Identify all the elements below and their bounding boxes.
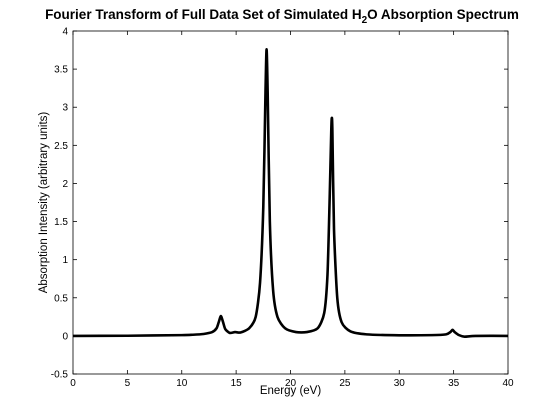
x-tick-label: 15: [231, 378, 243, 389]
y-tick-label: 3: [62, 103, 68, 114]
y-tick-label: 1.5: [54, 217, 68, 228]
chart-title-suffix: O Absorption Spectrum: [367, 7, 519, 22]
y-tick-label: 0.5: [54, 293, 68, 304]
y-tick-label: 1: [62, 255, 68, 266]
chart-title-prefix: Fourier Transform of Full Data Set of Si…: [45, 7, 362, 22]
y-axis-ticks: -0.5 0 0.5 1 1.5 2 2.5 3 3.5 4: [51, 27, 508, 381]
x-tick-label: 35: [448, 378, 460, 389]
x-tick-label: 30: [394, 378, 406, 389]
chart-title: Fourier Transform of Full Data Set of Si…: [45, 7, 519, 26]
y-tick-label: 2: [62, 179, 68, 190]
y-axis-label: Absorption Intensity (arbitrary units): [38, 112, 50, 294]
y-tick-label: 0: [62, 331, 68, 342]
y-tick-label: 3.5: [54, 65, 68, 76]
x-tick-label: 20: [285, 378, 297, 389]
plot-area: [72, 30, 509, 375]
x-tick-label: 25: [339, 378, 351, 389]
x-tick-label: 0: [70, 378, 76, 389]
y-tick-label: -0.5: [51, 370, 69, 381]
x-tick-label: 40: [502, 378, 514, 389]
x-tick-label: 10: [176, 378, 188, 389]
chart-title-subscript: 2: [362, 15, 368, 26]
y-tick-label: 2.5: [54, 141, 68, 152]
x-axis-label: Energy (eV): [260, 385, 322, 397]
x-axis-ticks: 0 5 10 15 20 25 30 35 40: [70, 31, 514, 389]
y-tick-label: 4: [62, 27, 68, 38]
series-line: [73, 47, 508, 338]
x-tick-label: 5: [125, 378, 131, 389]
